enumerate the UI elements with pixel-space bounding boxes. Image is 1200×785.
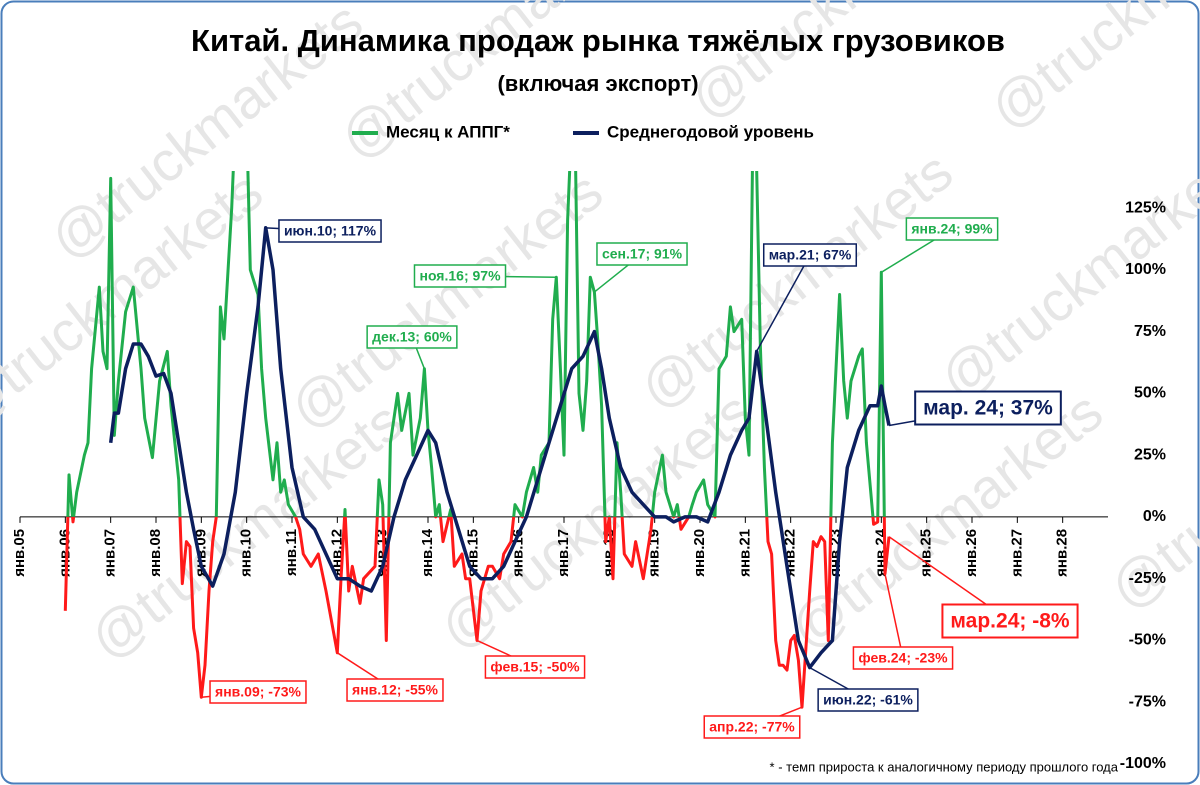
y-tick-label: -75% xyxy=(1129,693,1166,710)
series-line xyxy=(108,226,891,670)
annotation-label: янв.09; -73% xyxy=(215,684,301,700)
x-tick-label: янв.14 xyxy=(419,528,436,577)
annotation-leader xyxy=(756,254,811,352)
annotation-box xyxy=(703,715,801,739)
y-tick-label: -50% xyxy=(1129,632,1166,649)
annotation-label: мар.21; 67% xyxy=(769,247,852,263)
x-tick-label: янв.11 xyxy=(283,529,300,576)
annotation-label: июн.10; 117% xyxy=(284,223,377,239)
annotation-box xyxy=(484,655,586,679)
annotation-box xyxy=(941,603,1079,639)
y-tick-label: 50% xyxy=(1134,385,1166,402)
x-tick-label: янв.21 xyxy=(736,529,753,577)
annotation-box xyxy=(914,390,1062,426)
x-tick-label: янв.08 xyxy=(147,529,164,577)
annotation-box xyxy=(905,217,999,241)
footnote: * - темп прироста к аналогичному периоду… xyxy=(770,759,1119,774)
y-tick-label: 125% xyxy=(1125,199,1166,216)
annotation-box xyxy=(366,325,458,349)
annotation-box xyxy=(413,264,507,288)
y-tick-label: 25% xyxy=(1134,446,1166,463)
legend-label: Месяц к АППГ* xyxy=(386,122,510,141)
y-tick-label: 75% xyxy=(1134,323,1166,340)
y-tick-label: 100% xyxy=(1125,261,1166,278)
annotation-box xyxy=(762,243,858,267)
y-tick-label: 0% xyxy=(1143,508,1166,525)
annotation-label: сен.17; 91% xyxy=(602,246,683,262)
annotation-label: ноя.16; 97% xyxy=(419,268,501,284)
annotation-label: дек.13; 60% xyxy=(372,329,452,345)
chart-title: Китай. Динамика продаж рынка тяжёлых гру… xyxy=(191,23,1005,58)
y-tick-label: -25% xyxy=(1129,570,1166,587)
x-tick-label: янв.26 xyxy=(963,529,980,577)
x-tick-label: янв.07 xyxy=(102,529,119,577)
series-line-negative xyxy=(63,516,891,709)
legend-label: Среднегодовой уровень xyxy=(607,122,814,141)
annotation-label: мар. 24; 37% xyxy=(923,397,1053,420)
annotation-leader xyxy=(884,573,904,659)
annotation-label: июн.22; -61% xyxy=(823,692,913,708)
annotation-label: янв.12; -55% xyxy=(352,682,438,698)
annotation-box xyxy=(209,680,307,704)
annotation-box xyxy=(596,242,688,266)
annotation-label: янв.24; 99% xyxy=(911,221,993,237)
y-tick-label: -100% xyxy=(1120,755,1166,772)
annotation-label: апр.22; -77% xyxy=(709,719,795,735)
x-tick-label: янв.20 xyxy=(691,529,708,577)
annotation-label: фев.15; -50% xyxy=(490,659,580,675)
x-tick-label: янв.10 xyxy=(238,529,255,577)
x-tick-label: янв.25 xyxy=(918,529,935,577)
x-tick-label: янв.05 xyxy=(11,529,28,577)
x-tick-label: янв.27 xyxy=(1008,529,1025,577)
x-tick-label: янв.06 xyxy=(56,529,73,577)
annotation-box xyxy=(852,646,954,670)
annotation-box xyxy=(346,678,444,702)
annotation-box xyxy=(278,219,382,243)
x-tick-label: янв.28 xyxy=(1054,529,1071,577)
chart-subtitle: (включая экспорт) xyxy=(497,71,698,96)
annotation-label: фев.24; -23% xyxy=(858,650,948,666)
annotation-label: мар.24; -8% xyxy=(950,610,1069,633)
annotation-box xyxy=(817,688,919,712)
x-tick-label: янв.17 xyxy=(555,529,572,577)
